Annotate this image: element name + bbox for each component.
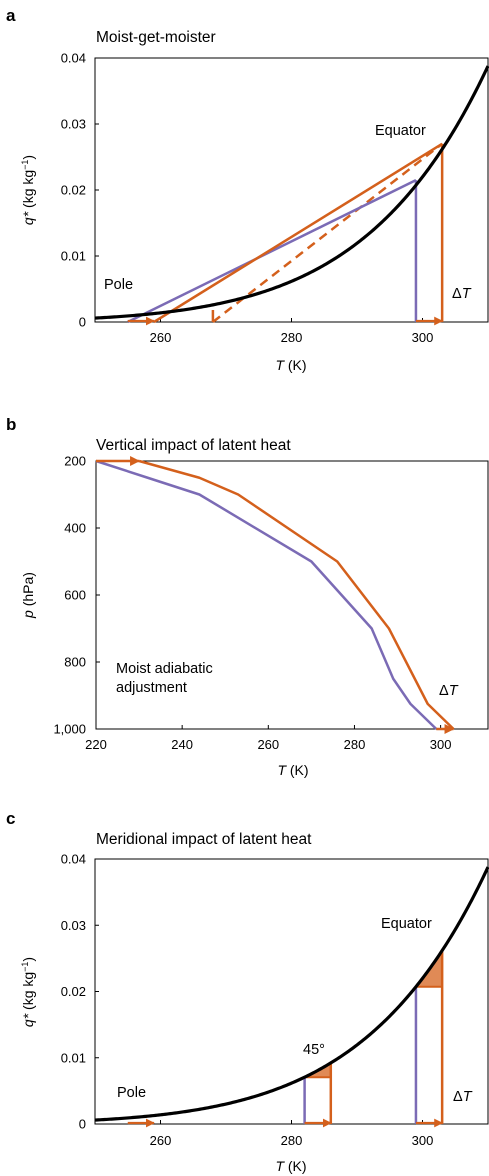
- y-tick-label: 0.04: [61, 51, 86, 66]
- panel-a: a Moist-get-moister 0 0.01 0.02 0.03 0.04 26…: [6, 6, 489, 373]
- panel-a-delta-t-label: ΔT: [452, 286, 472, 302]
- x-tick-label: 260: [150, 1133, 172, 1148]
- panel-b-x-ticks: 220 240 260 280 300: [85, 725, 451, 752]
- panel-a-y-ticks: 0 0.01 0.02 0.03 0.04: [61, 51, 99, 330]
- orange-secant: [153, 142, 443, 324]
- panel-c: c Meridional impact of latent heat 0 0.01…: [6, 809, 489, 1174]
- orange-dashed-secant: [212, 142, 443, 323]
- equator-latent-heat-fill: [415, 950, 443, 987]
- x-tick-label: 300: [412, 1133, 434, 1148]
- panel-c-title: Meridional impact of latent heat: [96, 831, 312, 848]
- x-tick-label: 280: [281, 330, 303, 345]
- panel-b-letter: b: [6, 415, 16, 434]
- panel-b-y-ticks: 200 400 600 800 1,000: [53, 454, 100, 737]
- saturation-curve: [94, 65, 489, 320]
- panel-a-equator-label: Equator: [375, 123, 426, 139]
- purple-profile-line: [95, 459, 438, 730]
- saturation-curve: [94, 866, 489, 1122]
- x-tick-label: 280: [344, 737, 366, 752]
- y-tick-label: 0.02: [61, 183, 86, 198]
- panel-c-letter: c: [6, 809, 15, 828]
- panel-b-annotation-line2: adjustment: [116, 680, 187, 696]
- x-tick-label: 280: [281, 1133, 303, 1148]
- purple-secant: [127, 178, 417, 324]
- panel-c-y-ticks: 0 0.01 0.02 0.03 0.04: [61, 852, 99, 1132]
- panel-c-x-ticks: 260 280 300: [150, 1120, 434, 1148]
- panel-c-marks: [94, 866, 489, 1128]
- panel-b: b Vertical impact of latent heat 200 400 6…: [6, 415, 489, 778]
- y-tick-label: 0.03: [61, 117, 86, 132]
- panel-a-y-axis-label: q* (kg kg−1): [20, 155, 36, 225]
- panel-b-y-axis-label: p (hPa): [20, 572, 36, 619]
- panel-c-delta-t-label: ΔT: [453, 1089, 473, 1105]
- panel-c-equator-label: Equator: [381, 916, 432, 932]
- y-tick-label: 0.03: [61, 918, 86, 933]
- y-tick-label: 400: [64, 521, 86, 536]
- panel-a-title: Moist-get-moister: [96, 29, 216, 46]
- panel-c-45-label: 45°: [303, 1042, 325, 1058]
- y-tick-label: 0.02: [61, 984, 86, 999]
- y-tick-label: 600: [64, 588, 86, 603]
- panel-c-x-axis-label: T (K): [275, 1158, 306, 1174]
- panel-b-title: Vertical impact of latent heat: [96, 437, 291, 454]
- panel-a-marks: [94, 65, 489, 326]
- x-tick-label: 260: [150, 330, 172, 345]
- x-tick-label: 300: [412, 330, 434, 345]
- orange-profile-line: [138, 459, 455, 730]
- y-tick-label: 0.01: [61, 249, 86, 264]
- panel-c-y-axis-label: q* (kg kg−1): [20, 957, 36, 1027]
- mid-latitude-latent-heat-fill: [304, 1062, 331, 1078]
- x-tick-label: 300: [430, 737, 452, 752]
- panel-b-delta-t-label: ΔT: [439, 683, 459, 699]
- y-tick-label: 200: [64, 454, 86, 469]
- y-tick-label: 1,000: [53, 722, 86, 737]
- panel-b-annotation-line1: Moist adiabatic: [116, 661, 213, 677]
- panel-a-x-ticks: 260 280 300: [150, 318, 434, 345]
- panel-a-letter: a: [6, 6, 16, 25]
- panel-b-x-axis-label: T (K): [277, 762, 308, 778]
- panel-c-pole-label: Pole: [117, 1085, 146, 1101]
- y-tick-label: 0: [79, 315, 86, 330]
- panel-a-x-axis-label: T (K): [275, 357, 306, 373]
- panel-a-pole-label: Pole: [104, 277, 133, 293]
- panel-b-marks: [95, 456, 455, 734]
- y-tick-label: 0.04: [61, 852, 86, 867]
- x-tick-label: 260: [257, 737, 279, 752]
- y-tick-label: 800: [64, 655, 86, 670]
- x-tick-label: 220: [85, 737, 107, 752]
- x-tick-label: 240: [171, 737, 193, 752]
- y-tick-label: 0: [79, 1117, 86, 1132]
- y-tick-label: 0.01: [61, 1050, 86, 1065]
